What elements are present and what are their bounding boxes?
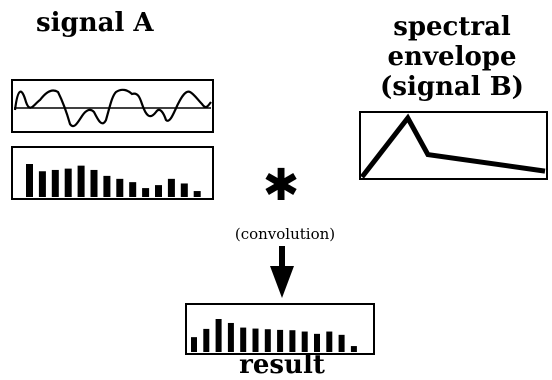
waveform-frame <box>11 79 214 133</box>
signal-a-spectrum-bar <box>155 185 162 197</box>
signal-a-spectrum-bar <box>77 165 85 197</box>
signal-a-spectrum-bar <box>64 168 72 197</box>
signal-a-spectrum-bar <box>51 169 59 197</box>
signal-a-spectrum-bar <box>103 175 111 197</box>
signal-a-spectrum <box>26 164 201 197</box>
envelope-label-line1: spectral <box>393 12 511 42</box>
signal-a-spectrum-bar <box>193 191 201 197</box>
result-label: result <box>239 350 325 380</box>
result-spectrum-bar <box>252 328 259 352</box>
result-spectrum-bar <box>277 329 284 352</box>
result-spectrum-bar <box>350 346 357 352</box>
signal-a-spectrum-bar <box>90 169 98 197</box>
envelope-label: spectral envelope (signal B) <box>352 12 552 102</box>
signal-a-spectrum-bar <box>129 182 137 197</box>
signal-a-spectrum-bar <box>38 171 46 197</box>
result-spectrum-bar <box>240 327 247 352</box>
down-arrow-icon <box>270 246 294 298</box>
result-spectrum-bar <box>203 328 210 352</box>
result-spectrum-bar <box>338 334 345 352</box>
signal-a-spectrum-bar <box>116 178 124 197</box>
result-spectrum <box>191 319 357 352</box>
waveform-curve <box>13 88 212 128</box>
envelope-label-line3: (signal B) <box>380 72 524 102</box>
envelope-label-line2: envelope <box>387 42 517 72</box>
signal-a-spectrum-bar <box>167 178 175 197</box>
result-spectrum-bar <box>289 330 296 352</box>
result-spectrum-bar <box>264 329 271 352</box>
signal-a-waveform <box>11 79 214 133</box>
signal-a-spectrum-bar <box>142 188 150 197</box>
convolution-label: (convolution) <box>234 225 336 243</box>
result-spectrum-bar <box>227 322 234 352</box>
envelope-curve <box>360 113 546 179</box>
result-spectrum-bar <box>314 333 320 352</box>
convolution-asterisk-icon: ✱ <box>263 160 300 211</box>
result-spectrum-bar <box>326 331 333 352</box>
signal-a-spectrum-bar <box>180 183 188 197</box>
result-spectrum-bar <box>215 319 222 352</box>
signal-a-spectrum-bar <box>26 164 33 197</box>
signal-a-label: signal A <box>36 8 154 38</box>
result-spectrum-bar <box>301 331 308 352</box>
result-spectrum-bar <box>191 337 197 352</box>
